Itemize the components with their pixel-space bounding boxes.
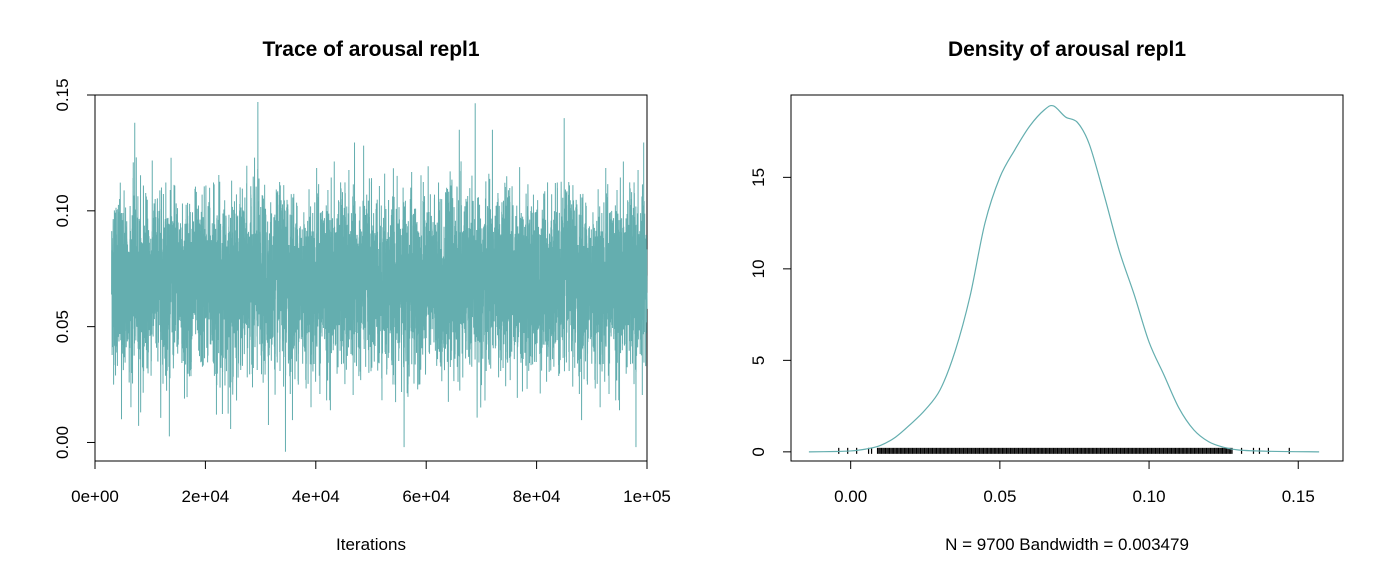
density-y-tick-label: 15 [749,168,768,187]
density-plot-panel: Density of arousal repl1 0.00 0.05 0.10 0.1… [749,38,1344,554]
density-plot-title: Density of arousal repl1 [948,38,1186,61]
trace-y-tick-label: 0.15 [53,78,72,111]
trace-x-tick-label: 1e+05 [623,487,671,506]
trace-plot-panel: Trace of arousal repl1 0e+00 2e+04 4e+04 6e… [53,38,671,554]
trace-y-tick-label: 0.10 [53,194,72,227]
density-curve [808,104,1320,453]
density-y-tick-label: 5 [749,356,768,365]
trace-y-axis: 0.00 0.05 0.10 0.15 [53,78,96,459]
trace-x-tick-label: 2e+04 [182,487,230,506]
trace-plot-title: Trace of arousal repl1 [262,38,479,61]
trace-x-tick-label: 0e+00 [71,487,119,506]
density-y-tick-label: 0 [749,447,768,456]
density-x-tick-label: 0.00 [834,487,867,506]
trace-x-tick-label: 8e+04 [513,487,561,506]
trace-y-tick-label: 0.05 [53,310,72,343]
density-x-axis-label: N = 9700 Bandwidth = 0.003479 [945,535,1189,554]
trace-x-axis-label: Iterations [336,535,406,554]
trace-series [111,101,648,452]
density-series [808,104,1320,453]
trace-x-tick-label: 4e+04 [292,487,340,506]
density-plot-box [790,94,1344,462]
density-y-axis: 0 5 10 15 [749,168,792,457]
trace-line [111,101,648,452]
density-y-tick-label: 10 [749,259,768,278]
trace-x-axis: 0e+00 2e+04 4e+04 6e+04 8e+04 1e+05 [71,460,671,506]
trace-y-tick-label: 0.00 [53,426,72,459]
density-x-tick-label: 0.15 [1282,487,1315,506]
trace-x-tick-label: 6e+04 [402,487,450,506]
density-x-tick-label: 0.05 [983,487,1016,506]
density-x-tick-label: 0.10 [1133,487,1166,506]
density-rug [838,447,1290,454]
density-x-axis: 0.00 0.05 0.10 0.15 [834,460,1315,506]
